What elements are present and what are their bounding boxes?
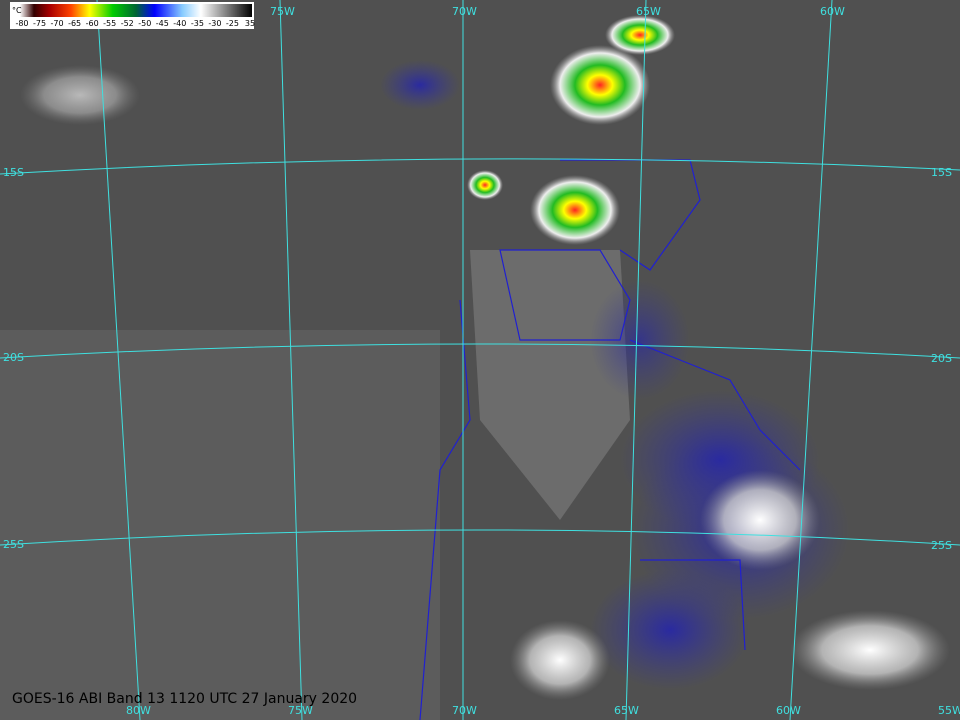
graticule-label: 60W	[776, 704, 801, 717]
ocean-region	[0, 330, 440, 720]
colorbar-label: -60	[86, 19, 99, 28]
colorbar-label: -80	[15, 19, 28, 28]
colorbar-unit: °C	[12, 6, 22, 15]
graticule-label: 75W	[288, 704, 313, 717]
graticule-label: 55W	[938, 704, 960, 717]
colorbar-label: -25	[226, 19, 239, 28]
graticule-label: 70W	[452, 5, 477, 18]
graticule-label: 20S	[931, 352, 952, 365]
colorbar-label: -75	[33, 19, 46, 28]
colorbar-label: -40	[173, 19, 186, 28]
graticule-label: 60W	[820, 5, 845, 18]
colorbar-label: 35	[245, 19, 255, 28]
graticule-label: 20S	[3, 351, 24, 364]
colorbar-label: -45	[156, 19, 169, 28]
graticule-label: 80W	[126, 704, 151, 717]
colorbar-label: -52	[121, 19, 134, 28]
graticule-label: 75W	[270, 5, 295, 18]
graticule-label: 15S	[931, 166, 952, 179]
graticule-label: 25S	[3, 538, 24, 551]
colorbar-label: -30	[208, 19, 221, 28]
colorbar-label: -35	[191, 19, 204, 28]
graticule-label: 65W	[614, 704, 639, 717]
caption: GOES-16 ABI Band 13 1120 UTC 27 January …	[12, 691, 357, 707]
colorbar-label: -50	[138, 19, 151, 28]
graticule-label: 25S	[931, 539, 952, 552]
colorbar-label: -70	[51, 19, 64, 28]
graticule-label: 70W	[452, 704, 477, 717]
graticule-label: 65W	[636, 5, 661, 18]
clouds	[20, 15, 950, 700]
colorbar	[20, 4, 252, 17]
colorbar-label: -55	[103, 19, 116, 28]
colorbar-label: -65	[68, 19, 81, 28]
graticule-label: 15S	[3, 166, 24, 179]
land-region	[470, 250, 630, 520]
